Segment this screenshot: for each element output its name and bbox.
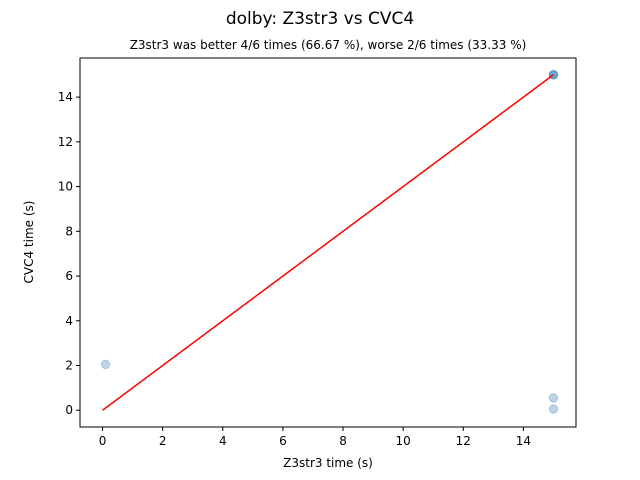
y-axis-label: CVC4 time (s) bbox=[22, 201, 36, 284]
chart-title: Z3str3 was better 4/6 times (66.67 %), w… bbox=[130, 38, 527, 52]
x-tick-label: 10 bbox=[396, 434, 411, 448]
x-axis-ticks: 0 2 4 6 8 10 12 14 bbox=[99, 427, 531, 448]
y-axis-ticks: 0 2 4 6 8 10 12 14 bbox=[58, 90, 80, 417]
y-tick-label: 0 bbox=[65, 403, 73, 417]
x-tick-label: 0 bbox=[99, 434, 107, 448]
x-tick-label: 8 bbox=[339, 434, 347, 448]
data-point bbox=[548, 404, 559, 414]
y-tick-label: 4 bbox=[65, 314, 73, 328]
x-tick-label: 12 bbox=[456, 434, 471, 448]
y-tick-label: 2 bbox=[65, 359, 73, 373]
x-tick-label: 6 bbox=[279, 434, 287, 448]
x-tick-label: 14 bbox=[516, 434, 531, 448]
diagonal-reference-line bbox=[102, 74, 554, 411]
y-tick-label: 14 bbox=[58, 90, 73, 104]
axes-frame bbox=[79, 57, 577, 428]
plot-area bbox=[100, 70, 559, 414]
chart-suptitle: dolby: Z3str3 vs CVC4 bbox=[226, 9, 414, 29]
x-axis-label: Z3str3 time (s) bbox=[283, 456, 373, 470]
x-tick-label: 2 bbox=[159, 434, 167, 448]
y-tick-label: 8 bbox=[65, 224, 73, 238]
y-tick-label: 10 bbox=[58, 180, 73, 194]
y-tick-label: 6 bbox=[65, 269, 73, 283]
y-tick-label: 12 bbox=[58, 135, 73, 149]
data-point bbox=[100, 359, 111, 370]
x-tick-label: 4 bbox=[219, 434, 227, 448]
data-point bbox=[548, 393, 559, 403]
